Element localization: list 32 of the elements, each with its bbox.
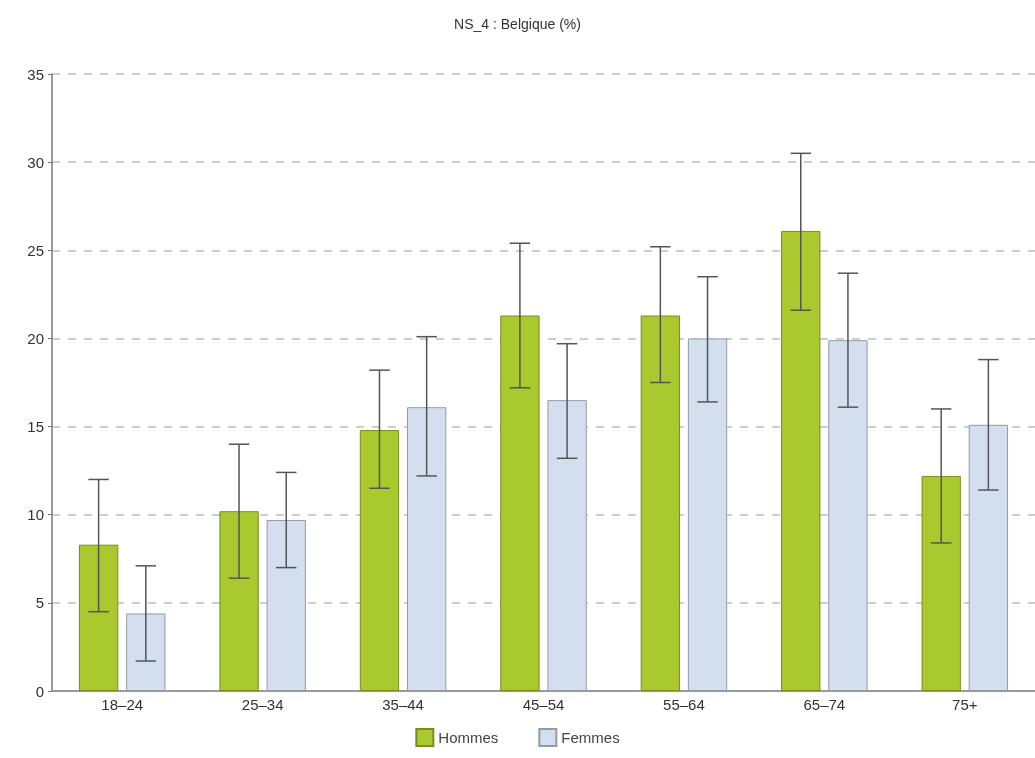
x-tick-label: 45–54 <box>522 696 565 713</box>
bar <box>359 430 400 691</box>
bar <box>640 315 680 691</box>
bar <box>921 475 961 691</box>
bar <box>266 520 306 691</box>
y-tick-label: 35 <box>27 65 44 83</box>
x-tick-label: 35–44 <box>382 696 424 713</box>
y-tick-label: 0 <box>35 682 44 700</box>
bar <box>687 338 728 691</box>
x-tick-label: 75+ <box>952 696 978 713</box>
x-tick-label: 25–34 <box>241 696 284 713</box>
x-tick-label: 65–74 <box>803 696 846 713</box>
y-tick-label: 5 <box>35 594 44 612</box>
bar <box>78 544 119 691</box>
bar <box>500 315 540 691</box>
bar <box>968 424 1009 691</box>
bar <box>126 613 166 691</box>
y-tick-label: 10 <box>27 506 44 524</box>
bar <box>407 407 447 691</box>
legend-label: Hommes <box>438 729 499 746</box>
bar <box>547 400 587 691</box>
y-tick-label: 20 <box>27 329 44 347</box>
x-tick-label: 18–24 <box>101 696 144 713</box>
y-tick-label: 15 <box>27 418 44 436</box>
chart-title: NS_4 : Belgique (%) <box>454 16 581 32</box>
y-tick-label: 25 <box>27 241 44 259</box>
bar <box>219 511 259 691</box>
x-tick-label: 55–64 <box>663 696 705 713</box>
bar <box>828 340 868 691</box>
y-tick-label: 30 <box>27 153 44 171</box>
bar <box>781 230 821 691</box>
legend-label: Femmes <box>561 729 620 746</box>
